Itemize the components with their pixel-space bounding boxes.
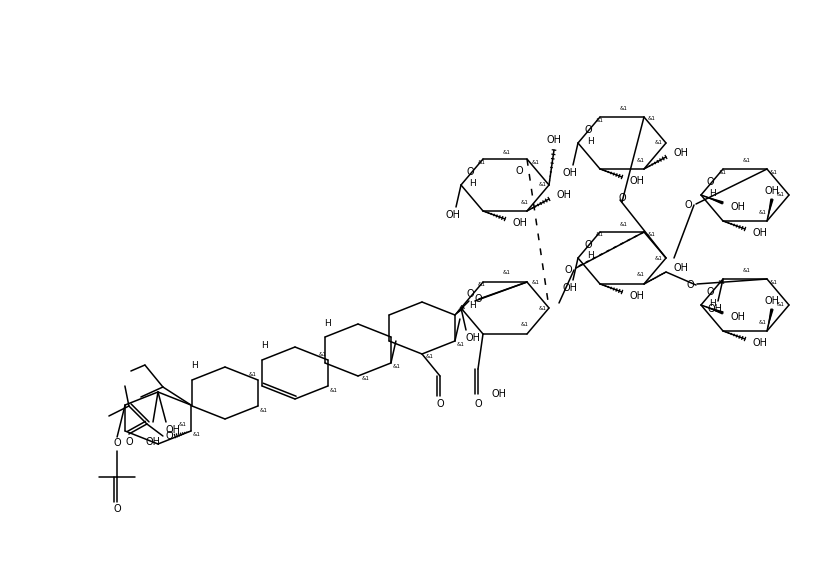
Text: &1: &1 <box>456 343 464 347</box>
Text: &1: &1 <box>655 255 662 261</box>
Text: H: H <box>324 318 330 328</box>
Text: &1: &1 <box>521 199 528 205</box>
Text: H: H <box>191 361 197 370</box>
Text: OH: OH <box>763 186 778 196</box>
Text: &1: &1 <box>619 221 627 227</box>
Text: OH: OH <box>556 190 571 200</box>
Text: &1: &1 <box>595 232 604 238</box>
Polygon shape <box>766 309 772 331</box>
Text: &1: &1 <box>362 376 370 380</box>
Text: O: O <box>584 240 591 250</box>
Text: O: O <box>466 167 473 177</box>
Text: O: O <box>474 294 482 304</box>
Text: O: O <box>618 193 625 203</box>
Text: &1: &1 <box>502 269 510 275</box>
Text: &1: &1 <box>769 280 777 284</box>
Text: &1: &1 <box>776 192 784 198</box>
Text: OH: OH <box>752 228 767 238</box>
Text: &1: &1 <box>538 183 546 187</box>
Text: &1: &1 <box>769 169 777 175</box>
Text: &1: &1 <box>532 280 539 284</box>
Text: &1: &1 <box>319 351 326 357</box>
Text: O: O <box>515 166 522 176</box>
Text: OH: OH <box>166 425 181 435</box>
Text: &1: &1 <box>742 269 750 273</box>
Text: &1: &1 <box>179 423 186 428</box>
Text: &1: &1 <box>532 160 539 165</box>
Text: O: O <box>686 280 693 290</box>
Text: OH: OH <box>673 148 688 158</box>
Text: H: H <box>469 301 476 309</box>
Text: OH: OH <box>730 202 745 212</box>
Text: &1: &1 <box>647 117 655 121</box>
Polygon shape <box>766 199 772 221</box>
Text: &1: &1 <box>329 387 338 392</box>
Text: &1: &1 <box>248 372 257 376</box>
Text: &1: &1 <box>718 169 726 175</box>
Text: O: O <box>563 265 571 275</box>
Text: OH: OH <box>512 218 528 228</box>
Text: &1: &1 <box>260 407 268 413</box>
Text: &1: &1 <box>758 209 766 214</box>
Text: OH: OH <box>630 176 645 186</box>
Text: &1: &1 <box>477 281 486 287</box>
Text: OH: OH <box>706 304 721 314</box>
Text: OH: OH <box>562 168 577 178</box>
Text: &1: &1 <box>776 302 784 307</box>
Text: O: O <box>113 438 120 448</box>
Text: OH: OH <box>730 312 745 322</box>
Text: OH: OH <box>492 389 507 399</box>
Text: OH: OH <box>145 437 161 447</box>
Text: H: H <box>708 298 715 307</box>
Polygon shape <box>701 195 723 205</box>
Text: &1: &1 <box>636 157 645 162</box>
Text: OH: OH <box>562 283 577 293</box>
Text: O: O <box>584 125 591 135</box>
Text: &1: &1 <box>655 140 662 146</box>
Text: O: O <box>474 399 482 409</box>
Text: &1: &1 <box>619 106 627 112</box>
Text: H: H <box>260 342 268 350</box>
Text: OH: OH <box>673 263 688 273</box>
Text: &1: &1 <box>758 320 766 324</box>
Text: O: O <box>436 399 443 409</box>
Text: &1: &1 <box>426 354 433 358</box>
Text: OH: OH <box>546 135 561 145</box>
Text: &1: &1 <box>193 432 201 438</box>
Text: &1: &1 <box>595 117 604 123</box>
Text: H: H <box>587 251 594 261</box>
Text: &1: &1 <box>538 306 546 310</box>
Text: OH: OH <box>466 333 481 343</box>
Text: &1: &1 <box>647 232 655 236</box>
Text: &1: &1 <box>717 280 725 284</box>
Text: OH: OH <box>752 338 767 348</box>
Text: O: O <box>706 287 713 297</box>
Text: OH: OH <box>630 291 645 301</box>
Text: &1: &1 <box>636 272 645 277</box>
Text: &1: &1 <box>392 365 400 369</box>
Text: OH: OH <box>763 296 778 306</box>
Text: O: O <box>125 437 133 447</box>
Text: O: O <box>466 289 473 299</box>
Text: &1: &1 <box>502 150 510 154</box>
Text: &1: &1 <box>521 323 528 328</box>
Text: O: O <box>113 504 120 514</box>
Polygon shape <box>701 305 723 314</box>
Text: O: O <box>165 431 172 441</box>
Text: H: H <box>469 179 476 187</box>
Text: H: H <box>587 136 594 146</box>
Text: O: O <box>683 200 691 210</box>
Text: &1: &1 <box>742 158 750 164</box>
Text: OH: OH <box>445 210 460 220</box>
Text: H: H <box>708 190 715 198</box>
Text: &1: &1 <box>477 161 486 165</box>
Text: O: O <box>706 177 713 187</box>
